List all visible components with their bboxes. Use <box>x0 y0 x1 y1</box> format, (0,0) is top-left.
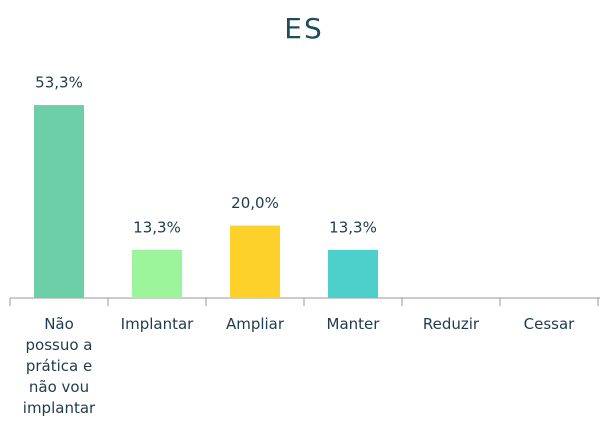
bar <box>132 249 182 298</box>
value-label: 53,3% <box>35 74 83 92</box>
x-tick-label-box: Implantar <box>120 315 194 333</box>
x-tick-label-box: Ampliar <box>225 315 285 333</box>
value-label: 20,0% <box>231 194 279 212</box>
x-tick-label: Ampliar <box>225 315 285 333</box>
x-tick-label: Cessar <box>523 315 575 333</box>
x-tick-label: Não possuo a prática e não vou implantar <box>22 315 96 417</box>
bar <box>328 249 378 298</box>
x-tick-label: Implantar <box>120 315 194 333</box>
chart-title: ES <box>284 12 323 45</box>
x-tick-label-box: Manter <box>326 315 380 333</box>
bar <box>34 105 84 298</box>
value-label: 13,3% <box>133 218 181 236</box>
x-tick-label-box: Cessar <box>523 315 575 333</box>
x-tick-label-box: Reduzir <box>422 315 480 333</box>
x-tick-label: Manter <box>326 315 380 333</box>
x-tick-label-box: Não possuo a prática e não vou implantar <box>22 315 96 417</box>
bar <box>230 225 280 298</box>
x-tick-label: Reduzir <box>422 315 480 333</box>
value-label: 13,3% <box>329 218 377 236</box>
